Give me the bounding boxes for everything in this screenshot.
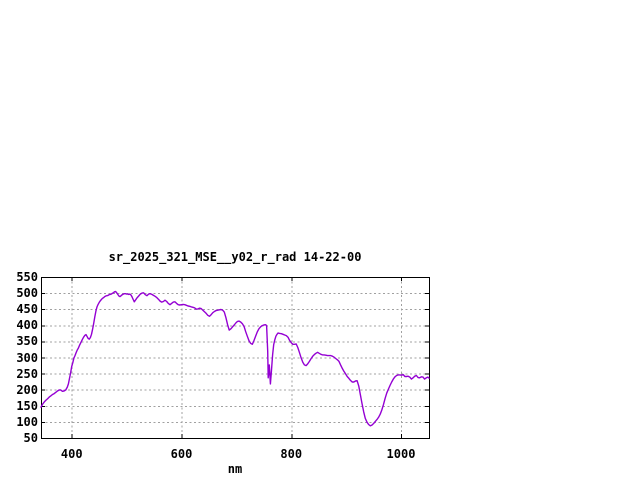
y-tick-label: 400 — [16, 318, 38, 333]
y-tick-label: 100 — [16, 414, 38, 429]
x-tick-label: 1000 — [386, 447, 416, 461]
y-tick-label: 300 — [16, 350, 38, 365]
y-tick-label: 200 — [16, 382, 38, 397]
y-tick-label: 500 — [16, 286, 38, 301]
spectrum-line — [40, 290, 430, 427]
y-tick-label: 50 — [23, 431, 38, 445]
x-tick-label: 400 — [60, 447, 83, 461]
x-tick-label: 600 — [170, 447, 193, 461]
y-tick-label: 350 — [16, 334, 38, 349]
plot-border — [41, 277, 430, 439]
y-tick-label: 250 — [16, 366, 38, 381]
x-tick-label: 800 — [280, 447, 303, 461]
x-axis-label: nm — [227, 462, 243, 476]
y-tick-label: 550 — [16, 270, 38, 284]
chart-title: sr_2025_321_MSE__y02_r_rad 14-22-00 — [108, 250, 362, 264]
y-tick-label: 450 — [16, 302, 38, 317]
y-tick-label: 150 — [16, 398, 38, 413]
